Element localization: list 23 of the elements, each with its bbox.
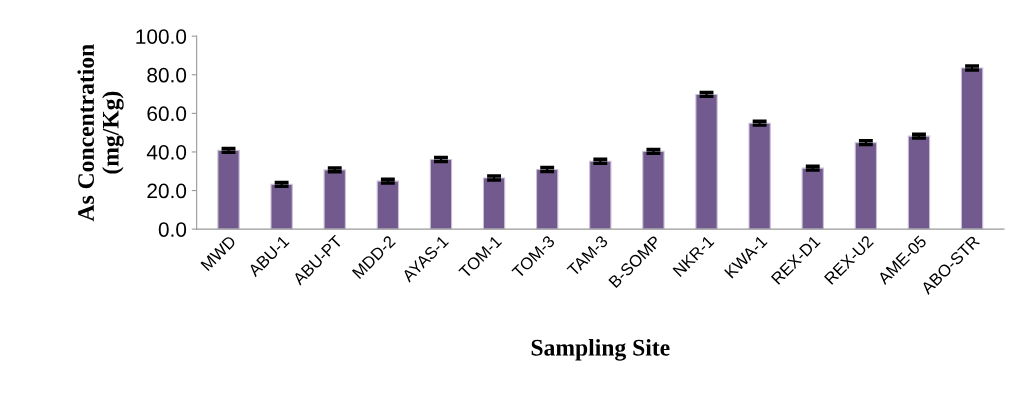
- bar: [695, 93, 718, 230]
- y-tick-label: 80.0: [147, 67, 187, 83]
- y-tick-label: 100.0: [136, 29, 187, 44]
- bar: [376, 180, 400, 230]
- bar: [482, 177, 506, 230]
- bar: [536, 168, 559, 230]
- bar: [323, 169, 346, 230]
- bar: [270, 183, 293, 230]
- y-axis-title: As Concentration (mg/Kg): [77, 44, 124, 222]
- y-tick-label: 40.0: [146, 144, 187, 160]
- y-tick-label: 20.0: [147, 183, 187, 199]
- y-tick-label: 60.0: [147, 106, 187, 122]
- bar: [960, 67, 984, 230]
- bar: [642, 150, 665, 230]
- bar: [907, 135, 931, 230]
- bar: [801, 167, 824, 230]
- bar: [429, 158, 453, 230]
- bar: [748, 122, 771, 230]
- bar: [589, 160, 612, 230]
- bar: [854, 142, 878, 230]
- x-axis-title: Sampling Site: [531, 339, 670, 361]
- bar: [217, 149, 240, 230]
- y-tick-label: 0.0: [158, 222, 187, 237]
